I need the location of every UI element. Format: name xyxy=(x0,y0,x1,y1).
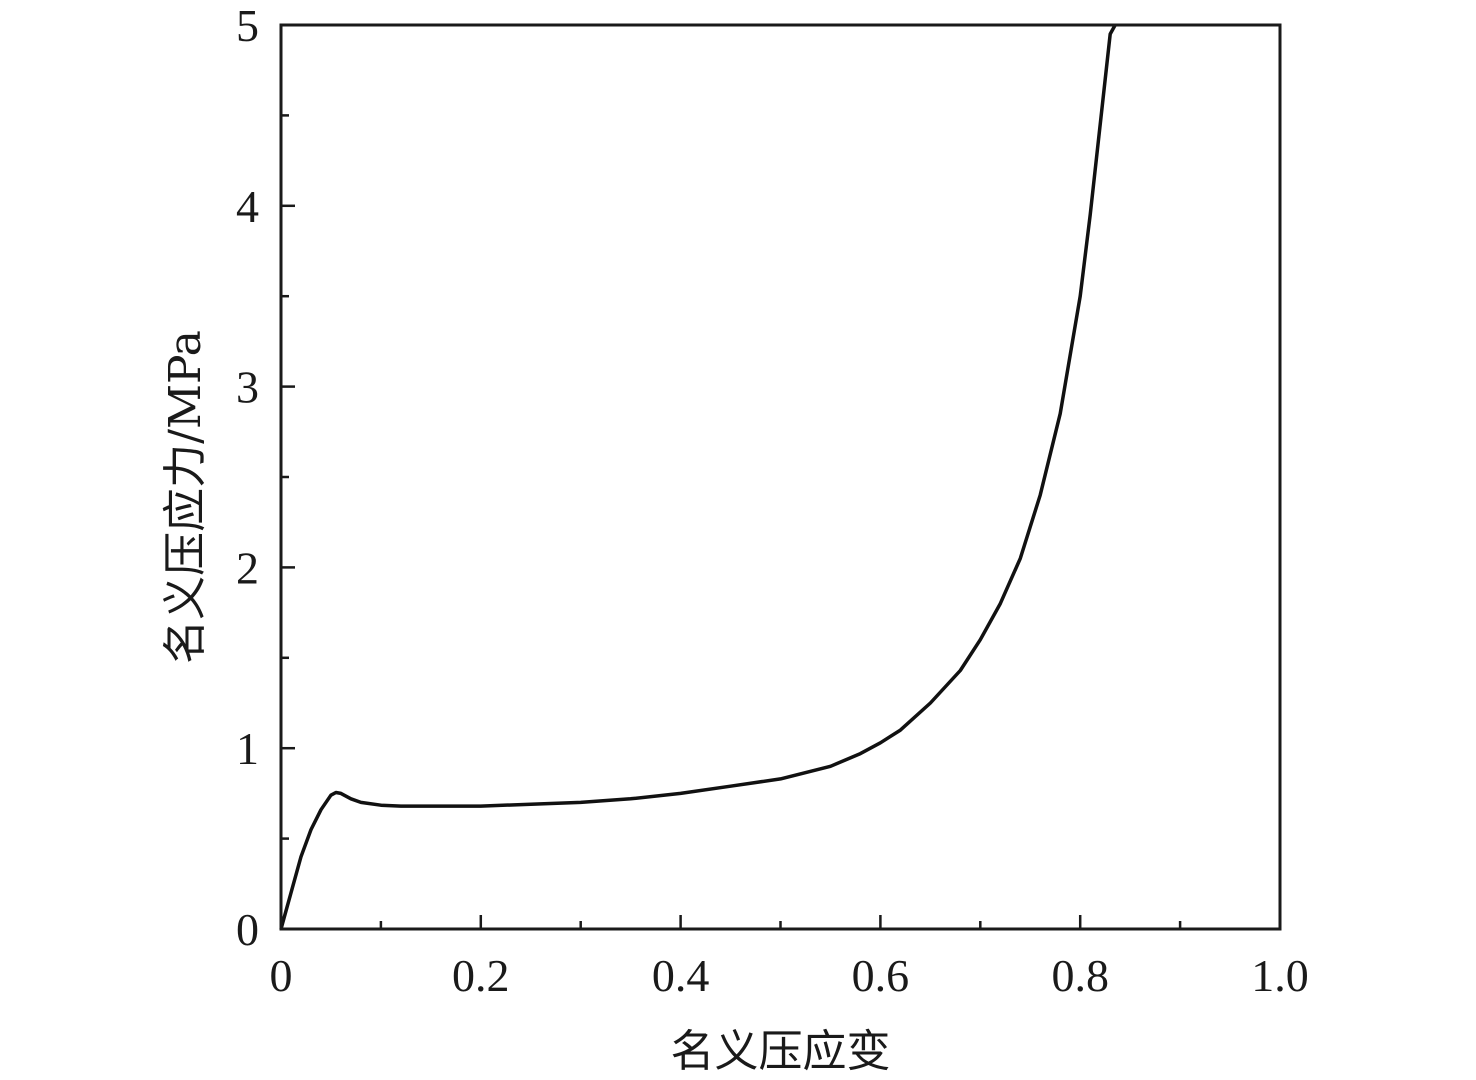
x-axis-title: 名义压应变 xyxy=(671,1026,891,1077)
x-tick-label: 0 xyxy=(270,950,293,1001)
y-tick-label: 0 xyxy=(236,904,259,955)
x-tick-label: 1.0 xyxy=(1251,950,1309,1001)
y-tick-label: 5 xyxy=(236,0,259,51)
y-tick-labels: 0 1 2 3 4 5 xyxy=(236,0,259,955)
y-axis-title: 名义压应力/MPa xyxy=(160,330,211,664)
x-tick-label: 0.4 xyxy=(652,950,710,1001)
x-tick-labels: 0 0.2 0.4 0.6 0.8 1.0 xyxy=(270,950,1309,1001)
x-tick-label: 0.8 xyxy=(1051,950,1109,1001)
axis-ticks xyxy=(279,23,1282,931)
x-tick-label: 0.2 xyxy=(452,950,510,1001)
y-tick-label: 4 xyxy=(236,181,259,232)
y-tick-label: 2 xyxy=(236,542,259,593)
series-line xyxy=(279,24,1117,930)
x-tick-label: 0.6 xyxy=(852,950,910,1001)
y-tick-label: 3 xyxy=(236,362,259,413)
plot-frame xyxy=(279,23,1282,931)
y-tick-label: 1 xyxy=(236,723,259,774)
